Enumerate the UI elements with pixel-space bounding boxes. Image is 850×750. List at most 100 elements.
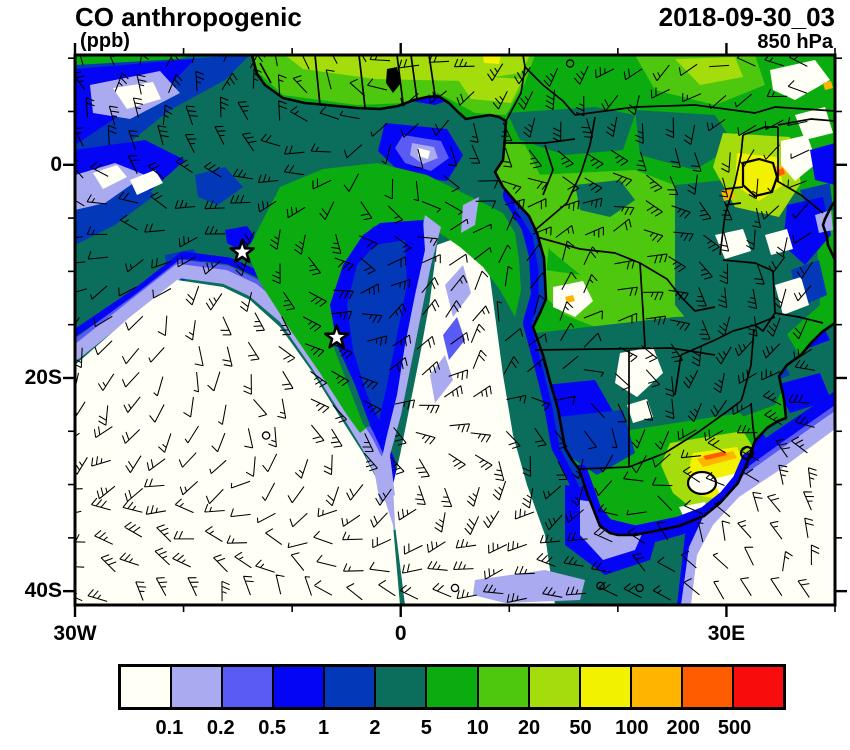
contour-region: [715, 229, 751, 259]
contour-region: [575, 180, 635, 217]
colorbar-cell: [121, 667, 171, 707]
colorbar-level-label: 0.1: [155, 717, 184, 739]
country-border: [505, 55, 526, 122]
coastline: [250, 55, 835, 537]
country-border: [639, 262, 646, 348]
country-border: [503, 138, 576, 144]
contour-region: [691, 429, 835, 605]
colorbar-cell: [527, 667, 579, 707]
country-border: [740, 328, 755, 402]
country-border: [259, 62, 272, 84]
country-border: [719, 134, 744, 256]
colorbar-level-label: 500: [717, 717, 752, 739]
contour-region: [443, 317, 465, 360]
country-border: [777, 118, 835, 126]
contour-region: [557, 410, 635, 475]
contour-region: [627, 399, 653, 423]
country-border: [722, 259, 776, 333]
colorbar-level-label: 10: [466, 717, 489, 739]
contour-region: [810, 143, 835, 185]
plot-units-label: (ppb): [80, 30, 130, 52]
contour-region: [675, 57, 743, 85]
contour-region: [430, 355, 453, 403]
contour-region: [375, 215, 441, 503]
contour-region: [775, 277, 809, 315]
country-border: [774, 312, 824, 324]
contour-region: [703, 451, 727, 460]
contour-region: [195, 167, 243, 205]
contour-region: [823, 81, 833, 90]
country-border: [776, 180, 824, 214]
contour-region: [721, 188, 735, 201]
colorbar-level-label: 5: [420, 717, 432, 739]
contour-region: [247, 163, 521, 433]
plot-title: CO anthropogenic: [75, 2, 302, 32]
star-marker: [229, 238, 255, 264]
contour-region: [75, 280, 400, 605]
contour-region: [285, 55, 530, 81]
contour-region: [781, 135, 817, 181]
colorbar-level-label: 50: [569, 717, 592, 739]
country-border: [314, 55, 321, 106]
contour-region: [795, 107, 833, 140]
y-axis-label: 40S: [24, 579, 62, 603]
map-markers: [229, 59, 644, 593]
axes-frame-and-ticks: [63, 43, 847, 617]
colorbar-level-label: 200: [666, 717, 700, 739]
colorbar: [118, 664, 786, 710]
country-border: [410, 55, 418, 100]
contour-region: [461, 197, 479, 233]
country-border: [724, 202, 742, 206]
y-axis-label: 0: [50, 152, 62, 176]
contour-region: [75, 163, 145, 210]
colorbar-level-label: 1: [317, 717, 330, 739]
country-border: [536, 236, 641, 264]
coastline-and-borders: [250, 55, 835, 537]
country-border: [742, 126, 778, 136]
colorbar-cell: [476, 667, 528, 707]
coastline: [821, 200, 835, 261]
country-border: [628, 400, 742, 468]
colorbar-cell: [425, 667, 477, 707]
country-border: [724, 186, 744, 190]
contour-region: [455, 75, 523, 103]
colorbar-level-label: 2: [369, 717, 381, 739]
star-marker: [323, 324, 350, 349]
colorbar-level-label: 0.5: [258, 717, 287, 739]
country-border: [358, 55, 366, 108]
contour-region: [775, 373, 831, 413]
colorbar-cell: [374, 667, 426, 707]
colorbar-cell: [731, 667, 784, 707]
x-axis-label: 30E: [707, 622, 746, 645]
x-axis-label: 0: [394, 622, 407, 645]
colorbar-level-label: 20: [517, 717, 541, 739]
country-border: [396, 55, 404, 104]
calm-wind-circle: [450, 583, 460, 593]
calm-wind-circle: [635, 583, 644, 593]
contour-region: [565, 295, 575, 303]
colorbar-cell: [323, 667, 375, 707]
colorbar-level-label: 0.2: [206, 717, 235, 739]
colorbar-cell: [578, 667, 630, 707]
calm-wind-circle: [596, 581, 605, 591]
colorbar-cell: [629, 667, 681, 707]
country-border: [542, 144, 554, 196]
contour-region: [777, 168, 785, 176]
country-border: [750, 402, 756, 442]
colorbar-cell: [680, 667, 732, 707]
contour-region: [473, 570, 585, 603]
calm-wind-circle: [565, 59, 575, 68]
colorbar-cell: [272, 667, 324, 707]
contour-region: [225, 226, 257, 250]
contour-region: [130, 170, 163, 195]
country-border: [680, 316, 776, 356]
lake-volta: [386, 67, 401, 93]
contour-region: [770, 60, 830, 100]
contour-region: [418, 148, 430, 159]
country-border: [574, 104, 835, 116]
y-axis-label: 20S: [24, 365, 62, 389]
country-border: [674, 354, 682, 396]
colorbar-level-label: 100: [615, 717, 649, 739]
